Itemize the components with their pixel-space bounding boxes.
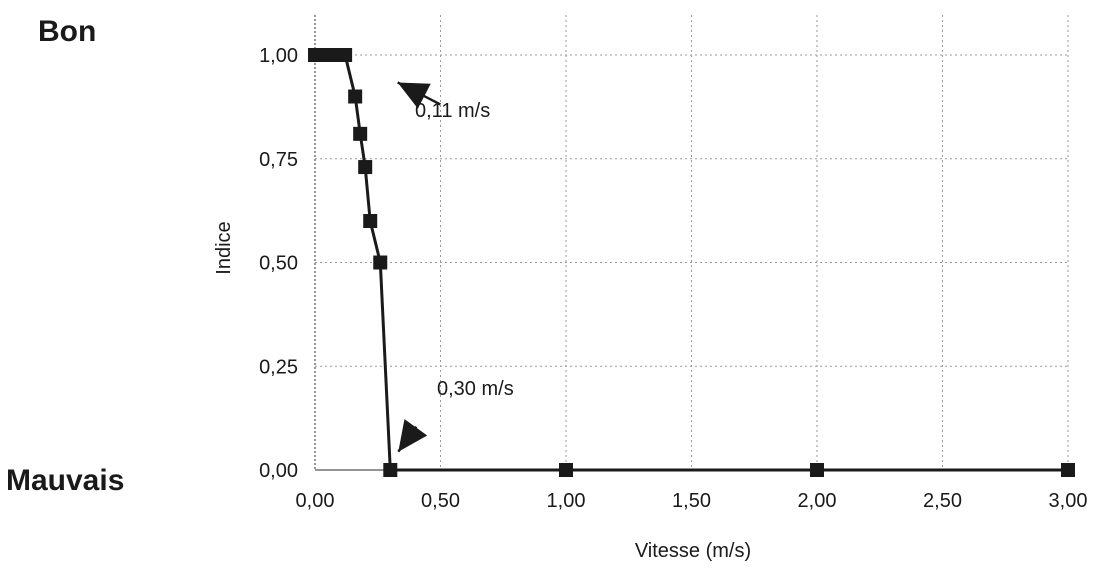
data-point-marker — [383, 463, 398, 477]
y-tick-labels: 0,00 0,25 0,50 0,75 1,00 — [259, 45, 298, 482]
quality-label-bottom: Mauvais — [6, 464, 124, 497]
x-tick-label: 3,00 — [1049, 490, 1088, 512]
x-tick-label: 1,00 — [547, 490, 586, 512]
x-tick-labels: 0,00 0,50 1,00 1,50 2,00 2,50 3,00 — [296, 490, 1088, 512]
y-tick-label: 0,00 — [259, 460, 298, 482]
annotation-label: 0,11 m/s — [415, 100, 490, 122]
x-axis-label: Vitesse (m/s) — [635, 540, 751, 562]
annotation-arrow-head — [398, 419, 428, 452]
data-point-marker — [810, 463, 824, 477]
data-point-marker — [373, 255, 388, 270]
y-tick-label: 0,25 — [259, 356, 298, 378]
y-tick-label: 1,00 — [259, 45, 298, 67]
x-tick-label: 0,50 — [421, 490, 460, 512]
data-point-marker — [338, 48, 353, 62]
grid — [315, 15, 1069, 470]
series-group — [308, 48, 1075, 477]
x-tick-label: 1,50 — [672, 490, 711, 512]
data-point-marker — [559, 463, 573, 477]
data-point-marker — [363, 214, 378, 228]
data-point-marker — [353, 126, 368, 141]
quality-label-top: Bon — [38, 15, 96, 48]
x-tick-label: 2,00 — [798, 490, 837, 512]
annotations: 0,11 m/s 0,30 m/s — [397, 81, 514, 453]
x-tick-label: 0,00 — [296, 490, 335, 512]
data-point-marker — [358, 160, 373, 175]
annotation-label: 0,30 m/s — [437, 378, 514, 400]
y-axis-label: Indice — [213, 221, 235, 274]
y-tick-label: 0,75 — [259, 149, 298, 171]
annotation-arrow-head — [397, 82, 431, 109]
x-tick-label: 2,50 — [923, 490, 962, 512]
data-point-marker — [348, 89, 363, 104]
y-tick-label: 0,50 — [259, 253, 298, 275]
data-point-marker — [1061, 463, 1075, 477]
